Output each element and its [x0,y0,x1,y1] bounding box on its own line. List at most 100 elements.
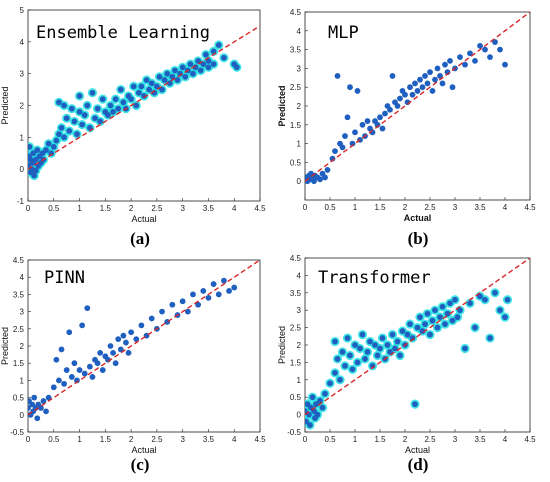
scatter-point [394,338,401,345]
scatter-point [50,143,57,150]
scatter-point [434,324,441,331]
y-tick-label: 3 [20,308,25,317]
panel-title: Ensemble Learning [36,23,210,43]
panel-3: 0 0.5 1 1.5 2 2.5 3 3.5 4 4.5-0.500.511.522.533.5… [0,256,266,474]
scatter-point [477,293,483,300]
scatter-point [392,345,398,352]
scatter-point [84,305,91,312]
y-axis-label: Predicted [0,86,10,124]
scatter-point [200,61,207,68]
x-tick-label: 3.5 [203,435,215,444]
scatter-point [169,73,176,80]
scatter-point [444,310,451,317]
scatter-point [164,70,171,77]
scatter-point [221,54,227,61]
scatter-point [412,401,418,408]
plot-frame [27,259,261,433]
scatter-point [28,159,35,166]
scatter-point [354,88,361,94]
scatter-point [447,300,453,307]
x-tick-label: 2 [403,203,408,212]
scatter-point [135,89,142,96]
scatter-point [432,76,438,83]
scatter-point [449,84,456,91]
scatter-point [319,404,326,411]
y-tick-label: 3.5 [290,289,302,298]
scatter-point [482,296,488,303]
scatter-point [79,121,86,128]
scatter-point [377,114,383,121]
y-tick-label: 0 [297,411,302,420]
x-tick-label: 4.5 [254,204,266,213]
y-axis-label: Predicted [277,85,287,126]
scatter-point [454,314,461,321]
y-tick-label: 2 [20,342,25,351]
scatter-point [58,124,65,131]
scatter-point [462,345,468,352]
scatter-point [362,356,368,362]
scatter-point [357,345,363,352]
scatter-point [112,96,119,103]
scatter-point [61,380,67,387]
y-axis-label: Predicted [277,326,287,364]
x-tick-label: 2.5 [424,203,436,212]
scatter-point [74,131,80,138]
scatter-point [81,112,88,118]
scatter-point [97,349,104,356]
scatter-point [472,324,478,331]
diagonal-line [28,260,260,416]
scatter-point [339,144,346,151]
scatter-point [424,80,431,87]
y-tick-label: 3 [20,70,25,79]
scatter-point [172,67,178,74]
scatter-point [153,83,160,90]
scatter-point [130,83,137,90]
scatter-point [45,140,52,147]
scatter-point [492,39,498,45]
x-tick-label: 3 [453,203,458,212]
scatter-point [352,342,358,348]
scatter-point [334,356,341,362]
scatter-point [407,84,413,91]
scatter-points [305,12,530,185]
scatter-point [174,77,181,83]
x-tick-label: 0.5 [324,435,336,444]
x-axis-label: Actual [404,213,432,223]
panel-title: MLP [328,23,359,43]
y-tick-label: 2.5 [13,325,25,334]
scatter-point [424,310,431,317]
scatter-point [427,331,433,338]
scatter-point [437,314,443,321]
scatter-point [231,284,238,291]
x-tick-label: 2.5 [151,204,163,213]
scatter-point [187,61,194,68]
scatter-point [487,54,493,61]
scatter-point [166,80,173,87]
scatter-point [492,289,498,296]
scatter-point [322,390,328,397]
scatter-point [115,336,122,343]
scatter-point [462,61,468,68]
scatter-point [389,331,396,338]
y-tick-label: 4 [20,273,25,282]
scatter-point [184,308,191,315]
scatter-point [37,405,44,411]
y-tick-label: 4.5 [13,256,25,265]
y-tick-label: -1 [17,197,25,206]
y-tick-label: 0.5 [290,158,302,167]
x-tick-label: 4 [503,203,508,212]
scatter-point [349,366,356,373]
scatter-point [30,150,37,157]
scatter-point [97,118,104,125]
scatter-point [467,300,473,307]
scatter-point [221,277,227,284]
panel-label: (c) [131,455,150,474]
x-tick-label: 3 [180,204,185,213]
scatter-point [190,291,196,298]
diagonal-line [28,25,260,170]
scatter-point [497,307,503,314]
scatter-point [414,324,421,331]
x-tick-label: 1 [77,435,82,444]
y-tick-label: 4 [297,27,302,36]
scatter-point [487,335,493,341]
